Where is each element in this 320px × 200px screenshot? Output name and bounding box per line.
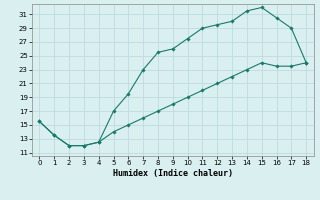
- X-axis label: Humidex (Indice chaleur): Humidex (Indice chaleur): [113, 169, 233, 178]
